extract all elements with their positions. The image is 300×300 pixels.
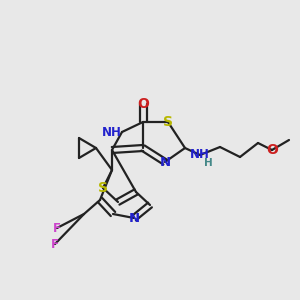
Text: H: H: [204, 158, 212, 168]
Text: S: S: [163, 115, 173, 129]
Text: S: S: [98, 181, 108, 195]
Text: O: O: [137, 97, 149, 111]
Text: N: N: [159, 155, 171, 169]
Text: N: N: [128, 212, 140, 224]
Text: F: F: [53, 221, 61, 235]
Text: NH: NH: [190, 148, 210, 161]
Text: O: O: [266, 143, 278, 157]
Text: F: F: [51, 238, 59, 250]
Text: NH: NH: [102, 125, 122, 139]
